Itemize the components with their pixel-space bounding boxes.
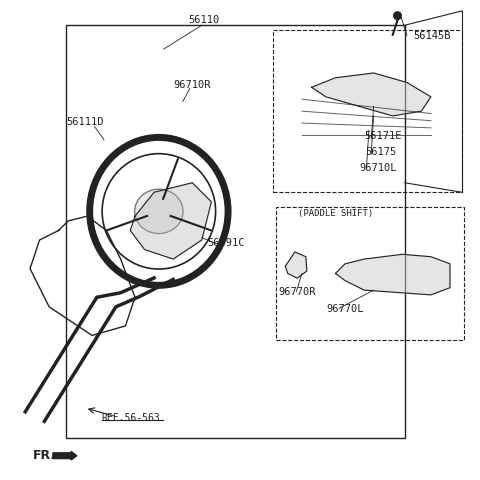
Bar [66, 25, 405, 438]
Text: FR.: FR. [33, 449, 56, 462]
Text: 56111D: 56111D [66, 117, 104, 127]
Polygon shape [312, 73, 431, 116]
Text: 56175: 56175 [365, 147, 396, 156]
Ellipse shape [135, 189, 183, 234]
Polygon shape [285, 252, 307, 278]
Text: 56171E: 56171E [364, 131, 402, 141]
Polygon shape [130, 183, 211, 259]
Text: (PADDLE SHIFT): (PADDLE SHIFT) [298, 209, 373, 218]
Polygon shape [336, 254, 450, 295]
Text: 56110: 56110 [189, 14, 220, 24]
FancyArrow shape [53, 451, 77, 460]
Text: 96770R: 96770R [278, 288, 316, 298]
Text: 96770L: 96770L [326, 304, 364, 314]
Text: 56991C: 56991C [207, 239, 244, 248]
Text: 96710L: 96710L [360, 163, 397, 173]
Text: 96710R: 96710R [174, 80, 211, 90]
Circle shape [394, 12, 401, 20]
Text: REF.56-563: REF.56-563 [102, 412, 161, 422]
Text: 56145B: 56145B [414, 31, 451, 41]
Bar [276, 206, 464, 340]
Bar [274, 30, 462, 192]
